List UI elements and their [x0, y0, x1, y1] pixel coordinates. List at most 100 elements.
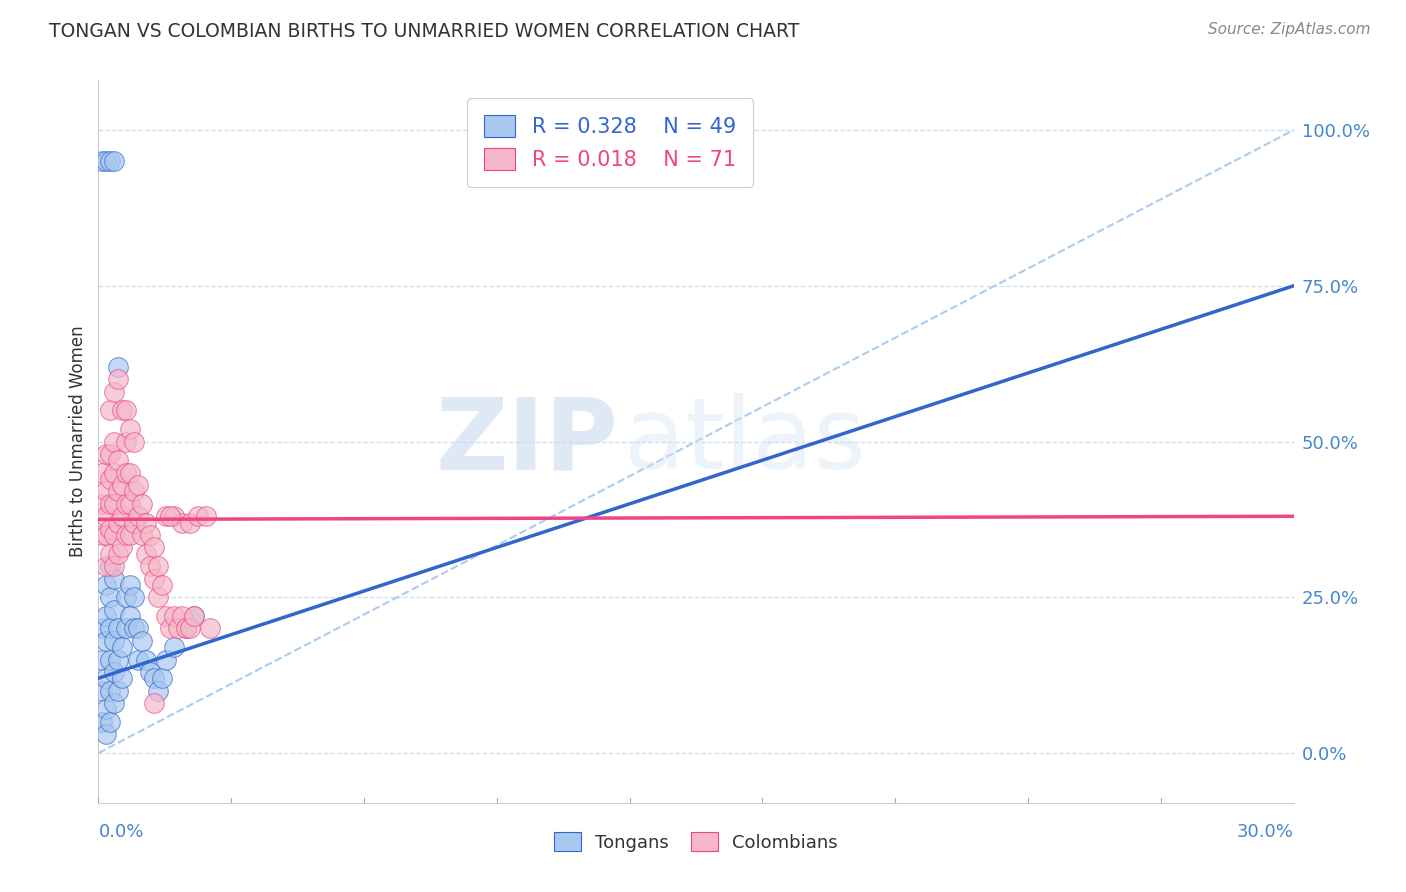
Point [98, 621, 122, 635]
Point [91, 714, 114, 729]
Point [98, 447, 122, 461]
Text: Source: ZipAtlas.com: Source: ZipAtlas.com [1208, 22, 1371, 37]
Point [107, 652, 129, 666]
Point [91, 497, 114, 511]
Point [103, 384, 125, 399]
Point [115, 466, 138, 480]
Point [124, 621, 146, 635]
Text: 30.0%: 30.0% [1237, 823, 1294, 841]
Point [98, 683, 122, 698]
Point [120, 528, 142, 542]
Point [91, 652, 114, 666]
Point [98, 403, 122, 417]
Point [91, 683, 114, 698]
Point [103, 665, 125, 679]
Point [172, 516, 194, 530]
Point [115, 497, 138, 511]
Point [98, 472, 122, 486]
Point [195, 509, 218, 524]
Point [103, 497, 125, 511]
Point [155, 652, 177, 666]
Point [111, 403, 134, 417]
Point [179, 516, 201, 530]
Point [183, 609, 205, 624]
Point [107, 547, 129, 561]
Point [120, 609, 142, 624]
Point [139, 528, 162, 542]
Point [172, 609, 194, 624]
Text: TONGAN VS COLOMBIAN BIRTHS TO UNMARRIED WOMEN CORRELATION CHART: TONGAN VS COLOMBIAN BIRTHS TO UNMARRIED … [49, 22, 800, 41]
Point [103, 633, 125, 648]
Point [155, 609, 177, 624]
Point [103, 572, 125, 586]
Point [103, 154, 125, 169]
Point [124, 434, 146, 449]
Point [135, 547, 157, 561]
Legend: Tongans, Colombians: Tongans, Colombians [547, 824, 845, 859]
Point [103, 559, 125, 574]
Point [143, 696, 166, 710]
Point [107, 516, 129, 530]
Point [127, 652, 149, 666]
Point [96, 447, 118, 461]
Point [103, 466, 125, 480]
Point [98, 522, 122, 536]
Point [115, 528, 138, 542]
Point [96, 559, 118, 574]
Point [115, 434, 138, 449]
Point [135, 516, 157, 530]
Point [139, 559, 162, 574]
Point [179, 621, 201, 635]
Point [124, 591, 146, 605]
Point [167, 621, 190, 635]
Point [91, 528, 114, 542]
Point [115, 591, 138, 605]
Point [150, 671, 173, 685]
Point [107, 484, 129, 499]
Point [96, 633, 118, 648]
Point [98, 652, 122, 666]
Point [103, 696, 125, 710]
Point [96, 609, 118, 624]
Point [107, 372, 129, 386]
Point [120, 497, 142, 511]
Point [98, 154, 122, 169]
Point [174, 621, 197, 635]
Point [120, 422, 142, 436]
Point [120, 466, 142, 480]
Point [127, 478, 149, 492]
Point [91, 154, 114, 169]
Point [91, 621, 114, 635]
Point [107, 621, 129, 635]
Point [143, 541, 166, 555]
Point [124, 516, 146, 530]
Text: atlas: atlas [624, 393, 866, 490]
Point [150, 578, 173, 592]
Point [120, 578, 142, 592]
Point [143, 671, 166, 685]
Point [98, 547, 122, 561]
Point [107, 683, 129, 698]
Point [183, 609, 205, 624]
Point [103, 603, 125, 617]
Point [135, 652, 157, 666]
Point [111, 671, 134, 685]
Point [98, 591, 122, 605]
Point [163, 609, 186, 624]
Point [96, 484, 118, 499]
Point [131, 633, 153, 648]
Point [111, 541, 134, 555]
Point [96, 154, 118, 169]
Point [96, 509, 118, 524]
Point [115, 621, 138, 635]
Point [103, 528, 125, 542]
Point [107, 359, 129, 374]
Point [159, 509, 181, 524]
Text: 0.0%: 0.0% [98, 823, 143, 841]
Point [103, 434, 125, 449]
Point [155, 509, 177, 524]
Point [131, 528, 153, 542]
Point [143, 572, 166, 586]
Point [139, 665, 162, 679]
Point [131, 497, 153, 511]
